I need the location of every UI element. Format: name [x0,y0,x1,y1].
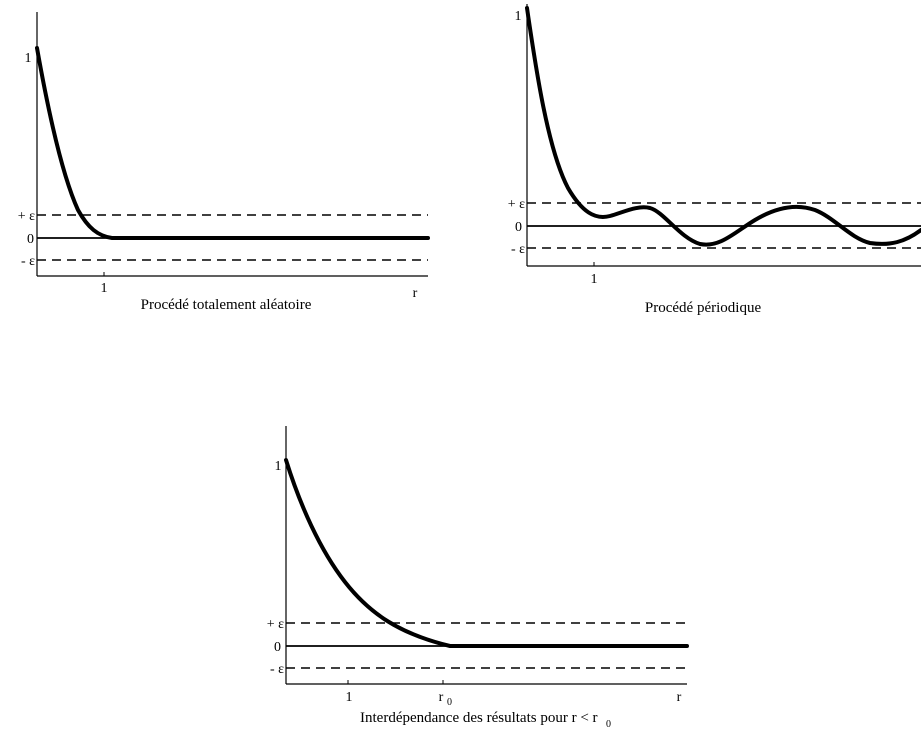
minus-epsilon-label: - ε [511,242,525,257]
caption: Interdépendance des résultats pour r < r [360,710,598,726]
caption-subscript: 0 [606,719,611,730]
plus-epsilon-label: + ε [18,209,35,224]
autocorrelation-curve [284,458,689,648]
zero-label: 0 [515,220,522,235]
y-top-label: 1 [275,459,282,474]
zero-label: 0 [274,640,281,655]
caption: Procédé périodique [645,300,762,316]
autocorrelation-curve [35,46,430,240]
zero-label: 0 [27,232,34,247]
tick-one-label: 1 [346,690,353,705]
plus-epsilon-label: + ε [508,197,525,212]
tick-r0-label: r [439,690,444,705]
minus-epsilon-label: - ε [21,254,35,269]
panel-random-process: 1 + ε 0 - ε 1 r Procédé totalement aléat… [18,12,430,313]
minus-epsilon-label: - ε [270,662,284,677]
y-top-label: 1 [25,51,32,66]
r-axis-label: r [413,286,418,301]
plus-epsilon-label: + ε [267,617,284,632]
tick-one-label: 1 [591,272,598,287]
y-top-label: 1 [515,9,522,24]
r-axis-label: r [677,690,682,705]
tick-r0-subscript: 0 [447,697,452,708]
autocorrelation-curve [525,6,921,247]
tick-one-label: 1 [101,281,108,296]
panel-interdependence: 1 + ε 0 - ε 1 r 0 r Interdépendance des … [267,426,689,730]
caption: Procédé totalement aléatoire [141,297,312,313]
panel-periodic-process: 1 + ε 0 - ε 1 Procédé périodique [508,4,921,316]
